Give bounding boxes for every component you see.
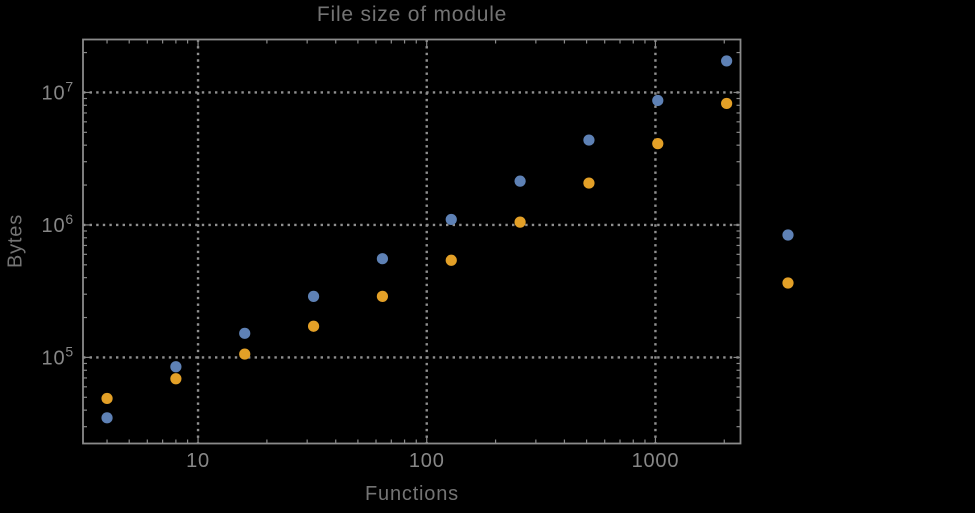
x-axis-label: Functions <box>365 483 459 505</box>
y-axis-label: Bytes <box>4 213 27 269</box>
y-tick-label: 107 <box>42 78 74 104</box>
data-point <box>652 138 664 150</box>
data-point <box>376 253 389 265</box>
data-point <box>307 320 320 332</box>
plot-frame <box>82 38 742 445</box>
data-point <box>652 94 664 107</box>
y-tick-label: 105 <box>42 343 74 369</box>
data-point <box>101 412 113 424</box>
data-point <box>376 290 389 302</box>
data-point <box>514 216 526 228</box>
legend-marker <box>782 229 794 241</box>
data-point <box>721 97 733 110</box>
data-point <box>239 327 251 339</box>
x-tick-label: 10 <box>186 450 210 472</box>
legend-marker <box>782 277 794 289</box>
data-point <box>170 373 182 385</box>
data-point <box>307 290 320 302</box>
data-point <box>514 175 526 187</box>
y-tick-label: 106 <box>42 211 74 237</box>
data-point <box>445 254 457 266</box>
x-tick-label: 100 <box>409 450 445 472</box>
chart-title: File size of module <box>316 3 508 26</box>
data-point <box>583 134 595 146</box>
data-point <box>239 348 251 360</box>
data-point <box>721 55 733 67</box>
x-tick-label: 1000 <box>632 450 680 472</box>
data-point <box>170 361 182 373</box>
data-point <box>101 392 113 405</box>
data-point <box>583 177 595 189</box>
data-point <box>445 213 457 226</box>
